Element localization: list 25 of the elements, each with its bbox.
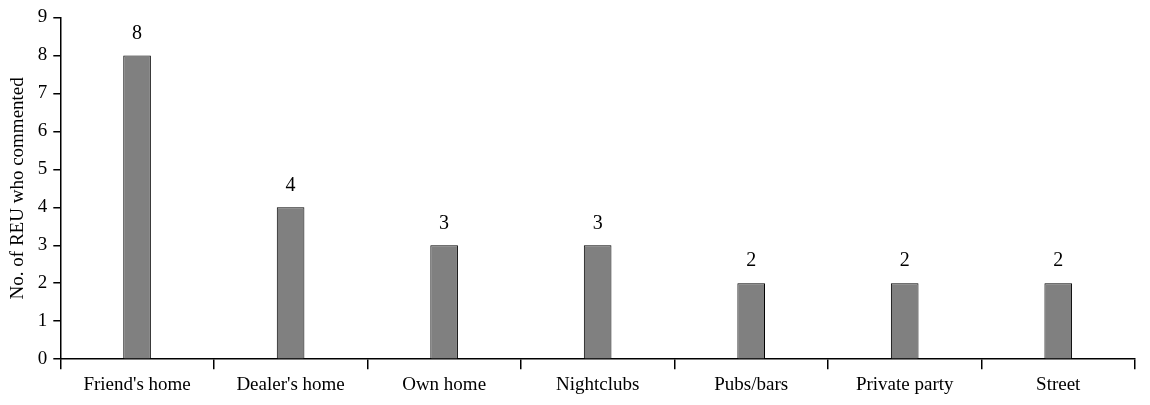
data-label: 2: [746, 248, 757, 271]
y-tick-label: 5: [37, 157, 48, 179]
x-tick-label: Private party: [855, 372, 955, 394]
y-tick-label: 6: [37, 119, 48, 141]
y-tick-label: 9: [37, 5, 48, 27]
x-tick-label: Own home: [402, 372, 487, 394]
data-label: 2: [899, 248, 910, 271]
x-tick-label: Friend's home: [83, 372, 191, 394]
x-tick-label: Pubs/bars: [714, 372, 789, 394]
data-label: 2: [1053, 248, 1064, 271]
y-tick-label: 8: [37, 43, 48, 65]
y-axis-title: No. of REU who commented: [6, 76, 28, 300]
y-tick-label: 4: [37, 195, 48, 217]
y-tick-label: 2: [37, 271, 48, 293]
y-tick-label: 0: [37, 347, 48, 369]
x-tick-label: Nightclubs: [555, 372, 640, 394]
y-tick-label: 1: [37, 309, 48, 331]
data-label: 3: [592, 210, 603, 233]
y-tick-label: 3: [37, 233, 48, 255]
data-label: 3: [439, 210, 450, 233]
data-label: 4: [285, 172, 296, 195]
x-tick-label: Street: [1036, 372, 1082, 394]
y-tick-label: 7: [37, 81, 48, 103]
data-label: 8: [132, 20, 143, 43]
x-tick-label: Dealer's home: [236, 372, 345, 394]
